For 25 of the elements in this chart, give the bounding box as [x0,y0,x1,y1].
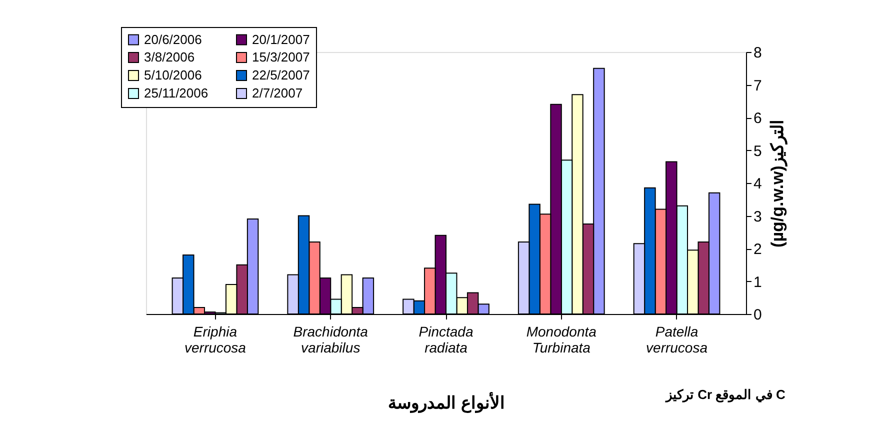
legend-label: 3/8/2006 [144,50,195,64]
legend-label: 20/6/2006 [144,32,202,47]
y-tick-label: 6 [754,110,762,127]
y-tick-label: 3 [754,208,762,226]
y-tick-label: 0 [754,306,762,324]
legend-label: 2/7/2007 [252,86,303,100]
x-axis-title: الأنواع المدروسة [388,392,505,414]
y-tick-label: 8 [754,44,762,62]
x-tick-label: Eriphia verrucosa [184,324,246,356]
legend-label: 20/1/2007 [252,32,310,47]
legend-label: 25/11/2006 [144,86,208,100]
y-tick-label: 4 [754,176,762,192]
x-tick-label: Monodonta Turbinata [526,324,597,356]
y-axis-title: (µg/g.w.w)التركيز [768,120,788,248]
legend-label: 15/3/2007 [252,50,310,64]
x-tick-label: Brachidonta variabilus [293,324,368,356]
text: تركيز Cr في الموقع C [665,387,786,403]
y-tick-label: 7 [754,77,762,94]
x-tick-label: Patella verrucosa [646,324,708,356]
legend-label: 22/5/2007 [252,68,310,82]
y-tick-label: 1 [754,274,762,291]
x-tick-label: Pinctada radiata [418,324,474,356]
y-tick-label: 2 [754,241,762,258]
y-tick-label: 5 [754,142,762,160]
legend-label: 5/10/2006 [144,68,202,82]
